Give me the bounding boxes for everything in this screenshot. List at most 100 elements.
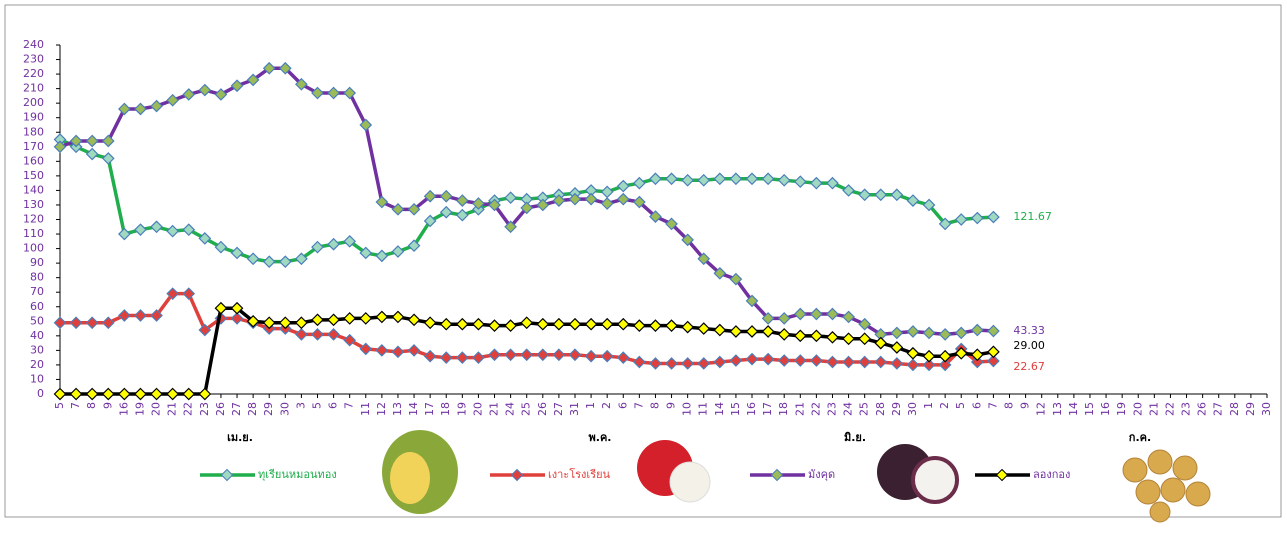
data-point [697,322,711,335]
series [53,287,1000,372]
data-point [359,312,373,325]
x-tick-label: 21 [488,402,501,416]
data-point [938,349,952,363]
y-tick-label: 140 [23,183,44,196]
data-point [874,355,888,369]
legend-label: ลองกอง [1033,468,1070,481]
y-tick-label: 30 [30,343,44,356]
data-point [681,357,694,370]
x-tick-label: 24 [504,402,517,416]
data-point [134,309,147,322]
data-point [85,387,99,401]
data-point [890,357,904,370]
x-tick-label: 9 [665,402,678,409]
data-point [455,317,469,331]
data-point [649,319,662,333]
x-tick-label: 14 [713,402,726,416]
data-point [713,172,727,186]
data-point [134,387,147,401]
x-tick-label: 20 [1131,402,1144,416]
x-tick-label: 7 [632,402,645,409]
data-point [633,176,646,190]
x-tick-label: 25 [858,402,871,416]
y-tick-label: 60 [30,300,44,313]
data-point [85,147,99,161]
data-point [729,272,743,286]
data-point [520,316,534,330]
x-tick-label: 30 [906,402,919,416]
data-point [665,172,678,186]
data-point [520,201,534,215]
y-tick-label: 80 [30,271,44,284]
data-point [118,309,131,322]
data-point [793,175,807,189]
data-point [230,246,244,260]
y-tick-label: 150 [23,169,44,182]
data-point [552,317,566,331]
x-tick-label: 5 [53,402,66,409]
data-point [906,346,920,360]
data-point [375,310,389,324]
mangosteen-flesh [911,456,959,504]
data-point [922,349,936,363]
data-point [987,210,1000,224]
data-point [134,102,147,116]
legend-marker [220,468,234,482]
data-point [198,323,212,337]
mangosteen-image [877,444,959,504]
data-point [713,266,727,280]
x-tick-label: 16 [745,402,758,416]
x-tick-label: 5 [954,402,967,409]
data-point [649,210,662,223]
x-tick-label: 16 [117,402,130,416]
data-point [906,325,920,338]
data-point [69,387,83,401]
data-point [874,188,888,202]
data-point [793,307,807,321]
data-point [150,387,163,401]
x-tick-label: 17 [761,402,774,416]
longan [1122,457,1148,483]
legend-marker [770,468,784,482]
end-label: 43.33 [1013,324,1045,337]
data-point [488,198,501,212]
data-point [890,326,904,340]
data-point [295,328,308,341]
data-point [616,317,630,331]
data-point [826,307,839,321]
data-point [536,348,550,362]
data-point [922,358,936,372]
data-point [504,319,517,333]
data-point [745,325,759,338]
data-point [311,86,324,100]
data-point [472,317,485,331]
data-point [987,345,1000,359]
data-point [423,316,437,330]
y-tick-label: 210 [23,82,44,95]
x-tick-label: 10 [681,402,694,416]
month-label: เม.ย. [227,431,253,444]
x-tick-label: 14 [407,402,420,416]
x-tick-label: 27 [230,402,243,416]
x-tick-label: 18 [777,402,790,416]
data-point [69,134,83,148]
data-point [745,172,759,186]
x-tick-label: 26 [1196,402,1209,416]
x-tick-label: 7 [986,402,999,409]
data-point [874,336,888,350]
x-tick-label: 21 [166,402,179,416]
data-point [198,387,212,401]
legend-label: ทุเรียนหมอนทอง [258,468,337,481]
data-point [697,252,711,266]
x-tick-label: 13 [1051,402,1064,416]
data-point [327,313,340,327]
data-point [649,172,662,186]
data-point [439,189,453,203]
data-point [858,355,872,369]
x-tick-label: 23 [825,402,838,416]
durian-flesh [390,452,430,504]
data-point [906,358,920,372]
data-point [182,287,196,301]
x-tick-label: 27 [552,402,565,416]
x-tick-label: 21 [1147,402,1160,416]
